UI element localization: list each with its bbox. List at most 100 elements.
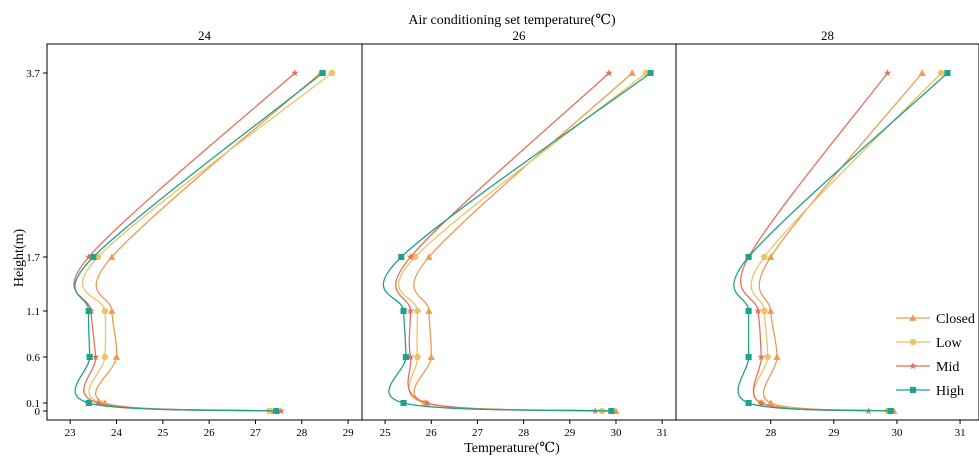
series-line [382, 72, 651, 412]
panel-frame [361, 43, 677, 421]
data-point [406, 307, 415, 315]
data-point [277, 407, 285, 415]
data-point [85, 399, 92, 407]
x-tick-label: 27 [472, 427, 484, 439]
x-tick-label: 31 [955, 427, 966, 439]
series-line [733, 72, 948, 412]
x-tick-label: 29 [564, 427, 576, 439]
data-point [918, 69, 926, 76]
panel-title: 28 [821, 28, 834, 43]
data-point [887, 407, 894, 415]
data-point [85, 307, 92, 315]
data-point [944, 69, 951, 77]
x-tick-label: 30 [610, 427, 622, 439]
panel-title: 26 [513, 28, 527, 43]
legend-item-mid: Mid [896, 360, 959, 375]
data-point [101, 307, 109, 315]
series-low [82, 69, 336, 415]
legend-label: Mid [936, 360, 959, 375]
data-point [273, 407, 280, 415]
x-tick-label: 27 [250, 427, 262, 439]
x-tick-label: 23 [65, 427, 77, 439]
data-point [767, 399, 775, 406]
data-point [414, 353, 421, 361]
series-closed [95, 69, 324, 414]
x-tick-label: 24 [111, 427, 123, 439]
data-point [767, 307, 775, 314]
data-point [108, 253, 116, 260]
series-line [758, 72, 923, 412]
data-point [400, 307, 407, 315]
data-point [628, 69, 636, 76]
data-point [291, 69, 299, 77]
series-line [750, 72, 942, 412]
data-point [112, 353, 121, 360]
data-point [86, 353, 93, 361]
y-tick-label: 0.1 [26, 398, 40, 410]
legend-label: Low [936, 336, 963, 351]
legend-marker [909, 338, 917, 346]
legend: Closed Low Mid High [896, 312, 975, 399]
series-low [398, 69, 650, 415]
data-point [757, 353, 765, 361]
data-point [773, 353, 781, 360]
x-tick-label: 30 [891, 427, 903, 439]
series-line [74, 72, 324, 412]
series-line [413, 72, 633, 412]
series-line [740, 72, 888, 412]
data-point [90, 253, 97, 261]
y-tick-label: 0 [35, 406, 41, 418]
data-point [400, 399, 407, 407]
x-tick-label: 29 [828, 427, 840, 439]
x-tick-label: 26 [426, 427, 438, 439]
series-high [74, 69, 326, 415]
series-mid [395, 69, 613, 415]
x-tick-label: 25 [157, 427, 169, 439]
data-point [764, 353, 771, 361]
data-point [754, 307, 762, 315]
series-closed [413, 69, 636, 414]
data-point [425, 253, 433, 260]
series-high [382, 69, 654, 415]
series-closed [758, 69, 926, 414]
data-point [406, 253, 415, 261]
chart-panels: 24 23 24 25 26 27 28 29 00.1 0.6 1.1 1.7 3.7 26 25 26 27… [26, 28, 979, 439]
data-point [745, 399, 752, 407]
panel-title: 24 [198, 28, 212, 43]
x-tick-label: 28 [296, 427, 308, 439]
y-tick-label: 1.1 [26, 306, 40, 318]
x-tick-label: 25 [380, 427, 392, 439]
legend-item-closed: Closed [896, 312, 975, 327]
data-point [94, 399, 102, 407]
data-point [427, 353, 435, 360]
y-tick-label: 0.6 [26, 352, 40, 364]
y-axis-title: Height(m) [12, 229, 27, 288]
y-tick-label: 3.7 [26, 68, 40, 80]
data-point [84, 253, 93, 261]
data-point [647, 69, 654, 77]
data-point [402, 353, 409, 361]
panel-26: 26 25 26 27 28 29 30 31 [361, 28, 677, 439]
x-tick-label: 29 [343, 427, 355, 439]
data-point [745, 307, 752, 315]
legend-marker [909, 362, 917, 370]
legend-item-high: High [896, 384, 964, 399]
x-tick-label: 26 [204, 427, 216, 439]
figure-super-title: Air conditioning set temperature(℃) [408, 13, 616, 28]
panel-frame [675, 43, 979, 421]
panel-24: 24 23 24 25 26 27 28 29 00.1 0.6 1.1 1.7 3.7 [26, 28, 363, 439]
legend-marker [909, 314, 917, 321]
series-high [733, 69, 951, 415]
data-point [761, 253, 768, 261]
panel-28: 28 28 29 30 31 [675, 28, 979, 439]
data-point [414, 307, 421, 315]
legend-marker [909, 386, 917, 394]
data-point [328, 69, 336, 77]
series-line [395, 72, 610, 412]
data-point [319, 69, 326, 77]
legend-item-low: Low [896, 336, 963, 351]
x-tick-label: 28 [765, 427, 777, 439]
series-low [750, 69, 945, 415]
data-point [608, 407, 615, 415]
